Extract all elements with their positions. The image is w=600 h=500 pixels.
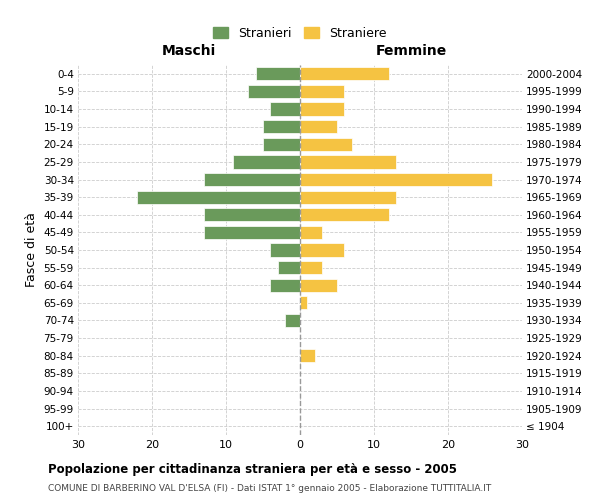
Bar: [300, 349, 315, 362]
Bar: [285, 314, 300, 327]
Bar: [271, 244, 300, 256]
Bar: [300, 296, 307, 310]
Bar: [271, 278, 300, 292]
Bar: [300, 102, 344, 116]
Text: Maschi: Maschi: [162, 44, 216, 58]
Bar: [300, 190, 396, 204]
Bar: [137, 190, 300, 204]
Bar: [300, 208, 389, 222]
Bar: [256, 67, 300, 80]
Bar: [300, 156, 396, 168]
Bar: [300, 173, 493, 186]
Bar: [300, 138, 352, 151]
Bar: [300, 120, 337, 134]
Bar: [204, 173, 300, 186]
Bar: [278, 261, 300, 274]
Y-axis label: Fasce di età: Fasce di età: [25, 212, 38, 288]
Bar: [300, 244, 344, 256]
Bar: [300, 85, 344, 98]
Bar: [271, 102, 300, 116]
Bar: [300, 261, 322, 274]
Text: Popolazione per cittadinanza straniera per età e sesso - 2005: Popolazione per cittadinanza straniera p…: [48, 462, 457, 475]
Bar: [204, 208, 300, 222]
Bar: [263, 120, 300, 134]
Text: Femmine: Femmine: [376, 44, 446, 58]
Text: COMUNE DI BARBERINO VAL D'ELSA (FI) - Dati ISTAT 1° gennaio 2005 - Elaborazione : COMUNE DI BARBERINO VAL D'ELSA (FI) - Da…: [48, 484, 491, 493]
Legend: Stranieri, Straniere: Stranieri, Straniere: [213, 27, 387, 40]
Bar: [248, 85, 300, 98]
Bar: [233, 156, 300, 168]
Bar: [300, 278, 337, 292]
Bar: [300, 226, 322, 239]
Bar: [300, 67, 389, 80]
Bar: [204, 226, 300, 239]
Bar: [263, 138, 300, 151]
